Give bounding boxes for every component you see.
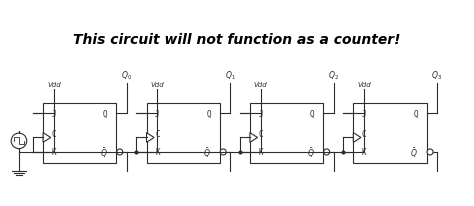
Text: $Q_1$: $Q_1$ (225, 69, 236, 81)
Text: K: K (52, 148, 56, 157)
Text: $Q_3$: $Q_3$ (431, 69, 442, 81)
Circle shape (11, 133, 27, 149)
Text: K: K (155, 148, 160, 157)
Circle shape (117, 149, 123, 155)
Text: C: C (362, 130, 366, 139)
Circle shape (324, 149, 329, 155)
Polygon shape (250, 133, 257, 143)
Text: K: K (258, 148, 263, 157)
Text: Q: Q (207, 109, 211, 118)
Text: C: C (52, 130, 56, 139)
Text: C: C (155, 130, 160, 139)
FancyBboxPatch shape (43, 103, 116, 163)
Polygon shape (353, 133, 361, 143)
Text: $Q_0$: $Q_0$ (121, 69, 132, 81)
Text: $\bar{Q}$: $\bar{Q}$ (203, 145, 211, 159)
Text: Vdd: Vdd (357, 81, 371, 87)
Polygon shape (146, 133, 154, 143)
Circle shape (427, 149, 433, 155)
FancyBboxPatch shape (250, 103, 323, 163)
Circle shape (220, 149, 226, 155)
Text: J: J (258, 109, 263, 118)
Polygon shape (43, 133, 51, 143)
Text: $\bar{Q}$: $\bar{Q}$ (410, 145, 418, 159)
Text: Q: Q (310, 109, 315, 118)
Text: J: J (155, 109, 160, 118)
FancyBboxPatch shape (146, 103, 220, 163)
Text: $\bar{Q}$: $\bar{Q}$ (307, 145, 315, 159)
Text: J: J (362, 109, 366, 118)
Text: Vdd: Vdd (254, 81, 268, 87)
Text: Vdd: Vdd (150, 81, 164, 87)
Text: C: C (258, 130, 263, 139)
Text: This circuit will not function as a counter!: This circuit will not function as a coun… (73, 33, 401, 47)
Text: Q: Q (413, 109, 418, 118)
Text: K: K (362, 148, 366, 157)
Text: J: J (52, 109, 56, 118)
Text: $Q_2$: $Q_2$ (328, 69, 339, 81)
Text: $\bar{Q}$: $\bar{Q}$ (100, 145, 108, 159)
FancyBboxPatch shape (353, 103, 427, 163)
Text: Q: Q (103, 109, 108, 118)
Text: Vdd: Vdd (47, 81, 61, 87)
